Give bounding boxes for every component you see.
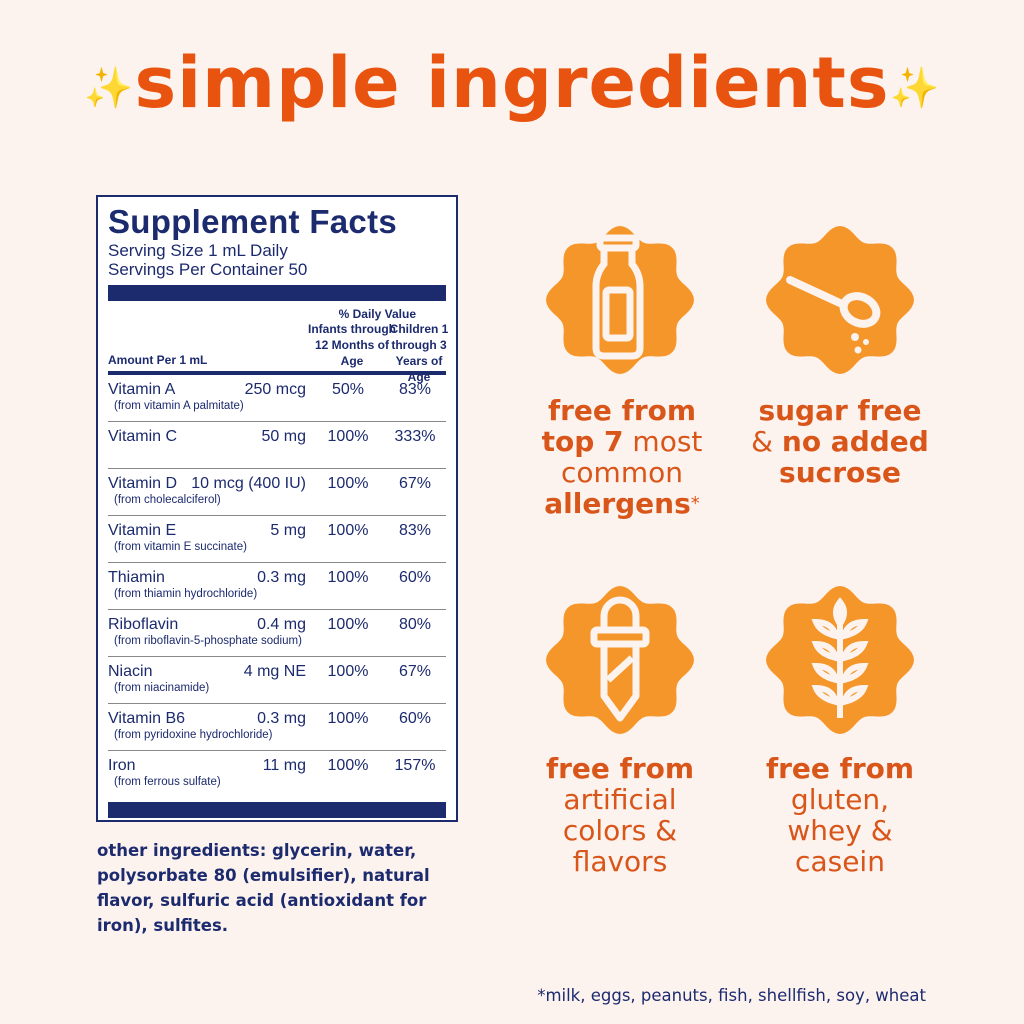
nutrient-amount: 0.3 mg <box>257 569 306 586</box>
nutrient-source: (from niacinamide) <box>114 682 210 694</box>
milk-bottle-icon <box>546 226 694 374</box>
page-title: ✨simple ingredients✨ <box>0 42 1024 124</box>
nutrient-row: Riboflavin (from riboflavin-5-phosphate s… <box>108 610 446 657</box>
nutrient-infants: 100% <box>327 616 369 633</box>
other-ingredients: other ingredients: glycerin, water, poly… <box>97 841 430 935</box>
serving-size: Serving Size 1 mL Daily <box>108 241 288 260</box>
nutrient-name: Vitamin E <box>108 522 177 539</box>
nutrient-row: Vitamin C 50 mg 100% 333% <box>108 422 446 469</box>
badge-colors-text: free from artificial colors & flavors <box>545 752 695 878</box>
nutrient-amount: 50 mg <box>261 428 306 445</box>
nutrient-source: (from cholecalciferol) <box>114 494 221 506</box>
infants-column-header: Infants through 12 Months of Age <box>308 322 396 368</box>
nutrient-infants: 100% <box>327 710 369 727</box>
facts-header: % Daily Value Infants through 12 Months … <box>108 301 448 384</box>
nutrient-row: Iron (from ferrous sulfate) 11 mg 100% 157% <box>108 751 446 798</box>
divider-bar <box>108 285 446 301</box>
nutrient-name: Vitamin C <box>108 428 178 445</box>
nutrient-name: Niacin <box>108 663 153 680</box>
sparkle-icon: ✨ <box>83 65 135 112</box>
nutrient-infants: 100% <box>327 569 369 586</box>
nutrient-row: Vitamin B6 (from pyridoxine hydrochloride… <box>108 704 446 751</box>
divider-bar <box>108 802 446 818</box>
dropper-icon <box>546 586 694 734</box>
nutrient-children: 60% <box>398 710 432 727</box>
nutrient-row: Thiamin (from thiamin hydrochloride) 0.3 m… <box>108 563 446 610</box>
children-column-header: Children 1 through 3 Years of Age <box>389 322 449 384</box>
nutrient-amount: 5 mg <box>270 522 306 539</box>
badge-allergens-text: free from top 7 most common allergens* <box>541 394 703 520</box>
nutrient-amount: 11 mg <box>262 757 306 774</box>
nutrient-amount: 4 mg NE <box>243 663 306 680</box>
wheat-icon <box>766 586 914 734</box>
nutrient-row: Niacin (from niacinamide) 4 mg NE 100% 67% <box>108 657 446 704</box>
nutrient-infants: 100% <box>327 663 369 680</box>
nutrient-amount: 0.4 mg <box>257 616 306 633</box>
nutrient-name: Vitamin A <box>108 381 176 398</box>
nutrient-infants: 100% <box>327 428 369 445</box>
nutrient-row: Vitamin D (from cholecalciferol) 10 mcg (4… <box>108 469 446 516</box>
nutrient-children: 67% <box>398 663 432 680</box>
nutrient-infants: 100% <box>327 757 369 774</box>
nutrient-amount: 250 mcg <box>244 381 306 398</box>
nutrient-name: Iron <box>108 757 136 774</box>
nutrient-children: 157% <box>394 757 436 774</box>
nutrient-infants: 100% <box>327 475 369 492</box>
nutrient-name: Riboflavin <box>108 616 179 633</box>
nutrient-name: Thiamin <box>108 569 165 586</box>
nutrient-source: (from thiamin hydrochloride) <box>114 588 258 600</box>
nutrient-infants: 50% <box>331 381 365 398</box>
nutrient-children: 333% <box>394 428 436 445</box>
nutrient-children: 83% <box>398 381 432 398</box>
nutrient-name: Vitamin D <box>108 475 178 492</box>
nutrient-name: Vitamin B6 <box>108 710 186 727</box>
nutrient-infants: 100% <box>327 522 369 539</box>
servings-per-container: Servings Per Container 50 <box>108 260 308 279</box>
title-text: simple ingredients <box>134 42 890 124</box>
badge-gluten-text: free from gluten, whey & casein <box>765 752 915 878</box>
nutrient-source: (from vitamin E succinate) <box>114 541 247 553</box>
sparkle-icon: ✨ <box>889 65 941 112</box>
allergen-footnote: *milk, eggs, peanuts, fish, shellfish, s… <box>537 986 926 1005</box>
supplement-facts-panel: Supplement Facts Serving Size 1 mL Daily… <box>96 195 458 822</box>
nutrient-children: 83% <box>398 522 432 539</box>
nutrient-source: (from ferrous sulfate) <box>114 776 221 788</box>
amount-per-label: Amount Per 1 mL <box>108 353 208 367</box>
nutrient-amount: 0.3 mg <box>257 710 306 727</box>
nutrient-children: 60% <box>398 569 432 586</box>
nutrient-amount: 10 mcg (400 IU) <box>191 475 306 492</box>
nutrient-row: Vitamin E (from vitamin E succinate) 5 mg 1… <box>108 516 446 563</box>
spoon-icon <box>766 226 914 374</box>
nutrient-children: 67% <box>398 475 432 492</box>
daily-value-label: % Daily Value <box>338 307 416 321</box>
nutrient-source: (from pyridoxine hydrochloride) <box>114 729 273 741</box>
nutrient-source: (from riboflavin-5-phosphate sodium) <box>114 635 302 647</box>
badge-sugar-text: sugar free & no added sucrose <box>751 394 929 489</box>
nutrient-row: Vitamin A (from vitamin A palmitate) 250 m… <box>108 375 446 422</box>
nutrient-children: 80% <box>398 616 432 633</box>
nutrient-source: (from vitamin A palmitate) <box>114 400 244 412</box>
facts-heading: Supplement Facts <box>108 203 398 240</box>
